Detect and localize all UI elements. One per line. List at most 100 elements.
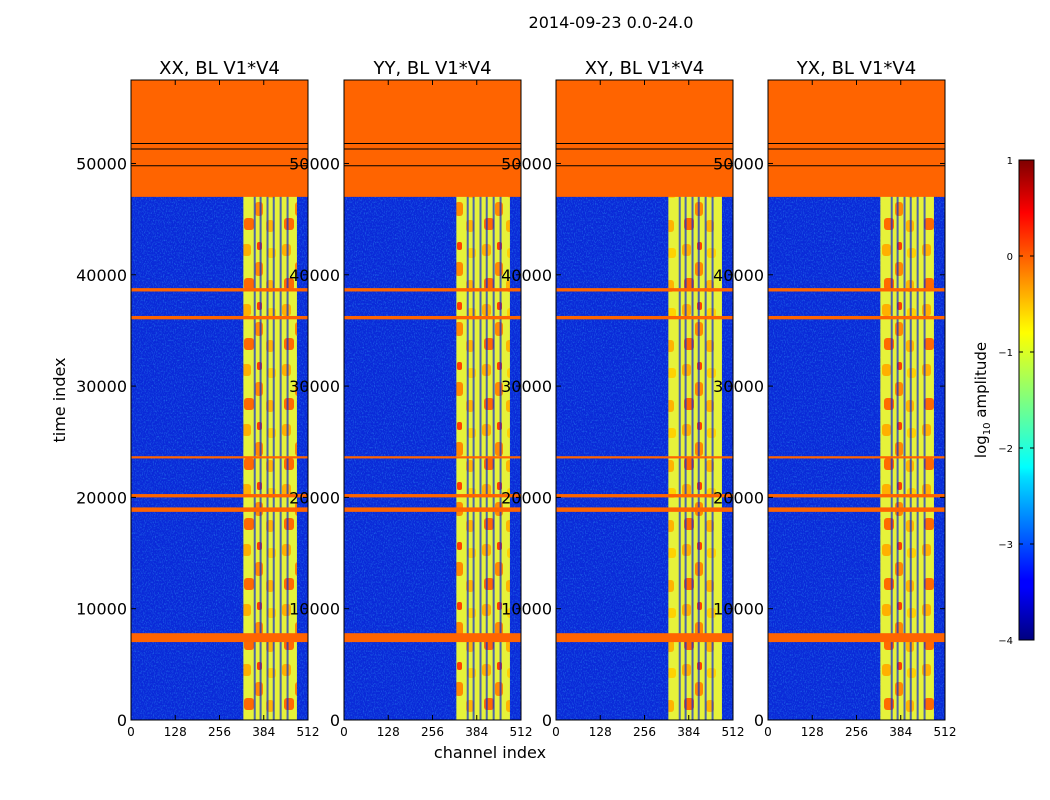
- y-tick-label: 0: [117, 711, 127, 730]
- y-tick-label: 30000: [501, 377, 552, 396]
- colorbar-tick-label: 0: [1007, 252, 1013, 263]
- flagged-range: [556, 494, 733, 498]
- band-gap: [916, 80, 919, 720]
- flagged-range: [556, 80, 733, 197]
- y-tick-label: 30000: [713, 377, 764, 396]
- band-gap: [890, 80, 893, 720]
- y-tick-label: 20000: [289, 488, 340, 507]
- flagged-range: [344, 456, 521, 459]
- panels: XX, BL V1*V4 0 10000 20000 30000 40000 50000 0 1…: [76, 58, 956, 739]
- x-tick-label: 384: [252, 725, 275, 739]
- band-gap: [253, 80, 256, 720]
- y-tick-label: 30000: [289, 377, 340, 396]
- band-gap: [279, 80, 282, 720]
- panel-title: XX, BL V1*V4: [159, 58, 280, 79]
- y-tick-label: 50000: [501, 154, 552, 173]
- x-tick-label: 256: [208, 725, 231, 739]
- y-tick-label: 40000: [76, 266, 127, 285]
- band-gap: [259, 80, 262, 720]
- flagged-range: [344, 315, 521, 320]
- band-gap: [485, 80, 488, 720]
- panel-xy: XY, BL V1*V4 0 10000 20000 30000 40000 50000 0 1…: [501, 58, 744, 739]
- panel-xx: XX, BL V1*V4 0 10000 20000 30000 40000 50000 0 1…: [76, 58, 319, 739]
- x-tick-label: 256: [845, 725, 868, 739]
- band-gap: [704, 80, 707, 720]
- band-gap: [499, 80, 502, 720]
- flagged-range: [556, 456, 733, 459]
- band-gap: [286, 80, 289, 720]
- flagged-range: [768, 315, 945, 320]
- flagged-range: [344, 288, 521, 292]
- x-tick-label: 512: [722, 725, 745, 739]
- x-tick-label: 0: [127, 725, 135, 739]
- y-tick-label: 40000: [501, 266, 552, 285]
- flagged-range: [131, 494, 308, 498]
- band-gap: [684, 80, 687, 720]
- colorbar-tick-label: −4: [998, 636, 1013, 647]
- x-tick-label: 512: [934, 725, 957, 739]
- flagged-range: [556, 288, 733, 292]
- y-tick-label: 10000: [501, 600, 552, 619]
- x-tick-label: 128: [801, 725, 824, 739]
- band-gap: [272, 80, 275, 720]
- flagged-range: [768, 633, 945, 643]
- y-tick-label: 30000: [76, 377, 127, 396]
- panel-title: YX, BL V1*V4: [796, 58, 916, 79]
- flagged-range: [768, 80, 945, 197]
- y-tick-label: 50000: [76, 154, 127, 173]
- flagged-range: [131, 80, 308, 197]
- panel-yx: YX, BL V1*V4 0 10000 20000 30000 40000 50000 0 1…: [713, 58, 956, 739]
- y-tick-label: 20000: [713, 488, 764, 507]
- colorbar-tick-label: 1: [1007, 156, 1013, 167]
- flagged-range: [131, 633, 308, 643]
- x-tick-label: 128: [377, 725, 400, 739]
- flagged-range: [344, 633, 521, 643]
- flagged-range: [768, 507, 945, 512]
- x-tick-label: 0: [552, 725, 560, 739]
- y-tick-label: 50000: [289, 154, 340, 173]
- colorbar-label: log10 amplitude: [972, 342, 993, 458]
- band-gap: [909, 80, 912, 720]
- band-gap: [466, 80, 469, 720]
- y-tick-label: 50000: [713, 154, 764, 173]
- x-axis-label: channel index: [434, 743, 546, 762]
- panel-yy: YY, BL V1*V4 0 10000 20000 30000 40000 50000 0 1…: [289, 58, 532, 739]
- figure-suptitle: 2014-09-23 0.0-24.0: [529, 13, 694, 32]
- band-gap: [266, 80, 269, 720]
- flagged-range: [131, 315, 308, 320]
- band-gap: [479, 80, 482, 720]
- band-gap: [492, 80, 495, 720]
- flagged-range: [131, 288, 308, 292]
- flagged-range: [131, 456, 308, 459]
- x-tick-label: 512: [510, 725, 533, 739]
- y-tick-label: 10000: [76, 600, 127, 619]
- y-axis-label: time index: [50, 357, 69, 442]
- flagged-range: [344, 507, 521, 512]
- y-tick-label: 20000: [501, 488, 552, 507]
- band-gap: [697, 80, 700, 720]
- x-tick-label: 384: [889, 725, 912, 739]
- y-tick-label: 20000: [76, 488, 127, 507]
- y-tick-label: 40000: [713, 266, 764, 285]
- x-tick-label: 0: [340, 725, 348, 739]
- y-tick-label: 0: [542, 711, 552, 730]
- panel-title: YY, BL V1*V4: [372, 58, 491, 79]
- colorbar-gradient: [1018, 159, 1035, 641]
- flagged-range: [556, 507, 733, 512]
- flagged-range: [344, 80, 521, 197]
- y-tick-label: 10000: [289, 600, 340, 619]
- y-tick-label: 10000: [713, 600, 764, 619]
- flagged-range: [344, 494, 521, 498]
- x-tick-label: 384: [677, 725, 700, 739]
- colorbar-tick-label: −3: [998, 540, 1013, 551]
- flagged-range: [131, 507, 308, 512]
- colorbar: 1 0 −1 −2 −3 −4 log10 amplitude: [972, 156, 1035, 647]
- panel-title: XY, BL V1*V4: [585, 58, 704, 79]
- band-gap: [711, 80, 714, 720]
- flagged-range: [768, 456, 945, 459]
- colorbar-tick-label: −2: [998, 444, 1013, 455]
- flagged-range: [768, 494, 945, 498]
- y-tick-label: 0: [330, 711, 340, 730]
- band-gap: [691, 80, 694, 720]
